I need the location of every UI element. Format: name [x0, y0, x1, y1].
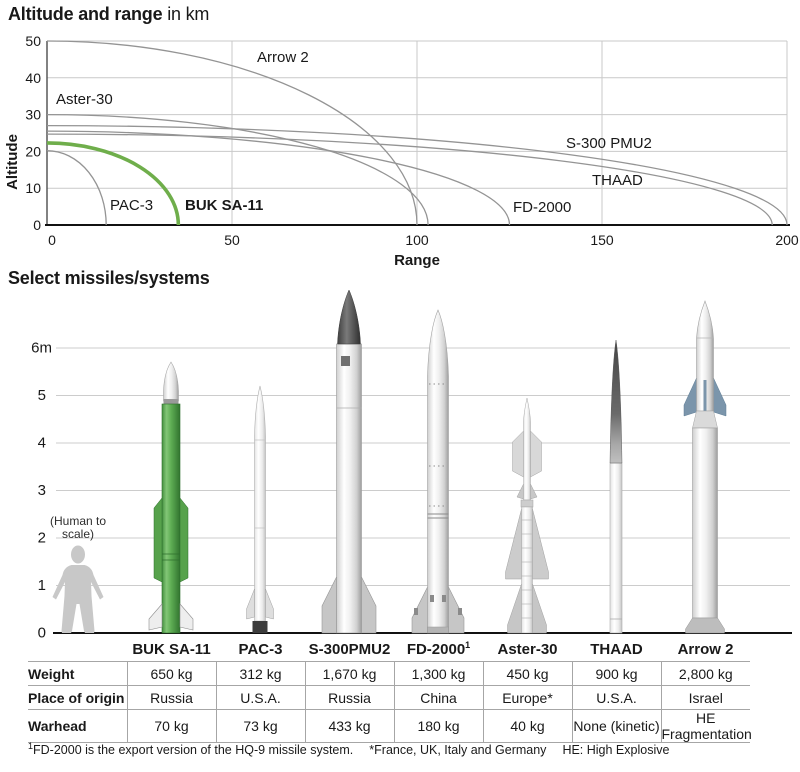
meter-scale-labels: 6m 5 4 3 2 1 0: [31, 340, 52, 642]
curve-label-fd-2000: FD-2000: [513, 199, 571, 216]
missile-name-header: PAC-3: [216, 637, 305, 662]
footnote: 1FD-2000 is the export version of the HQ…: [28, 741, 669, 757]
footnote-text-3: HE: High Explosive: [562, 743, 670, 758]
xtick-150: 150: [590, 232, 614, 248]
missile-aster-30: [505, 397, 549, 634]
spec-row-origin: Place of origin Russia U.S.A. Russia China Eu…: [28, 685, 750, 710]
missile-s-300pmu2: [321, 289, 377, 634]
ytick-20: 20: [25, 143, 41, 159]
missile-name-header: FD-20001: [394, 637, 483, 662]
footnote-sup: 1: [28, 741, 34, 751]
missile-buk-sa-11: [148, 361, 194, 634]
scale-label-3: 3: [38, 482, 46, 499]
missile-thaad: [609, 339, 623, 634]
scale-label-6m: 6m: [31, 340, 52, 357]
spec-cell: 650 kg: [126, 661, 216, 686]
spec-cell: 433 kg: [304, 709, 394, 743]
spec-table-header: BUK SA-11 PAC-3 S-300PMU2 FD-20001 Aster-30 T…: [28, 637, 750, 662]
spec-row-weight: Weight 650 kg 312 kg 1,670 kg 1,300 kg 450 kg…: [28, 661, 750, 686]
footnote-text-1: FD-2000 is the export version of the HQ-…: [33, 743, 354, 758]
missiles-section-title: Select missiles/systems: [8, 268, 210, 288]
curve-aster-30: [46, 113, 429, 226]
row-label: Weight: [28, 661, 127, 686]
spec-cell: 2,800 kg: [660, 661, 750, 686]
curve-fd-2000: [46, 130, 511, 226]
missile-name-header: Arrow 2: [661, 637, 750, 662]
chart-title-bold: Altitude and range: [8, 4, 163, 24]
curve-thaad: [46, 133, 773, 226]
x-axis-title: Range: [394, 252, 440, 269]
chart-title-unit: in km: [162, 4, 210, 24]
spec-cell: U.S.A.: [215, 685, 305, 710]
spec-cell: 40 kg: [482, 709, 572, 743]
curve-label-buk-sa-11: BUK SA-11: [185, 197, 263, 214]
missile-name-header: BUK SA-11: [127, 637, 216, 662]
human-head: [71, 545, 85, 564]
spec-row-warhead: Warhead 70 kg 73 kg 433 kg 180 kg 40 kg None (…: [28, 709, 752, 743]
missile-name-header: THAAD: [572, 637, 661, 662]
missile-size-comparison: 6m 5 4 3 2 1 0 (Human to scale): [31, 289, 792, 642]
spec-cell: 312 kg: [215, 661, 305, 686]
scale-label-2: 2: [38, 530, 46, 547]
ytick-0: 0: [33, 217, 41, 233]
spec-cell: 450 kg: [482, 661, 572, 686]
missile-name-header: Aster-30: [483, 637, 572, 662]
curve-arrow-2: [46, 40, 418, 226]
altitude-range-chart: Arrow 2 Aster-30 S-300 PMU2 FD-2000 THAAD BUK…: [4, 33, 799, 269]
xtick-100: 100: [405, 232, 429, 248]
scale-label-4: 4: [38, 435, 46, 452]
xtick-200: 200: [775, 232, 799, 248]
spec-cell: U.S.A.: [571, 685, 661, 710]
footnote-text-2: *France, UK, Italy and Germany: [369, 743, 547, 758]
human-note-line1: (Human to: [50, 514, 106, 528]
human-figure: (Human to scale): [50, 514, 106, 633]
ytick-30: 30: [25, 107, 41, 123]
row-label: Warhead: [28, 709, 127, 743]
curve-label-s-300-pmu2: S-300 PMU2: [566, 135, 652, 152]
missile-name-header: S-300PMU2: [305, 637, 394, 662]
table-corner-cell: [28, 637, 127, 662]
scale-label-5: 5: [38, 387, 46, 404]
ytick-40: 40: [25, 70, 41, 86]
missile-spec-table: BUK SA-11 PAC-3 S-300PMU2 FD-20001 Aster-30 T…: [28, 637, 752, 743]
y-axis-title: Altitude: [4, 134, 21, 190]
missile-pac-3: [246, 385, 274, 633]
row-label: Place of origin: [28, 685, 127, 710]
ytick-10: 10: [25, 180, 41, 196]
scale-label-0: 0: [38, 625, 46, 642]
curve-s-300-pmu2: [46, 124, 788, 226]
spec-cell: HE Fragmentation: [660, 709, 752, 743]
human-body: [52, 565, 104, 633]
spec-cell: Israel: [660, 685, 750, 710]
xtick-50: 50: [224, 232, 240, 248]
ytick-50: 50: [25, 33, 41, 49]
spec-cell: China: [393, 685, 483, 710]
scale-label-1: 1: [38, 577, 46, 594]
spec-cell: Russia: [126, 685, 216, 710]
curve-label-pac-3: PAC-3: [110, 197, 153, 214]
spec-table-body: Weight 650 kg 312 kg 1,670 kg 1,300 kg 450 kg…: [28, 661, 752, 743]
spec-cell: 70 kg: [126, 709, 216, 743]
curve-pac-3: [46, 150, 107, 226]
missile-name-row: BUK SA-11 PAC-3 S-300PMU2 FD-20001 Aster-30 T…: [28, 637, 750, 662]
curve-label-thaad: THAAD: [592, 172, 643, 189]
spec-cell: Europe*: [482, 685, 572, 710]
spec-cell: 1,300 kg: [393, 661, 483, 686]
spec-cell: 900 kg: [571, 661, 661, 686]
spec-cell: 1,670 kg: [304, 661, 394, 686]
curve-label-aster-30: Aster-30: [56, 91, 113, 108]
spec-cell: 73 kg: [215, 709, 305, 743]
human-note-line2: scale): [62, 527, 94, 541]
xtick-0: 0: [48, 232, 56, 248]
curve-label-arrow-2: Arrow 2: [257, 49, 309, 66]
missile-arrow-2: [683, 300, 727, 634]
chart-title: Altitude and range in km: [8, 4, 209, 25]
missile-fd-2000: [411, 309, 465, 634]
spec-cell: Russia: [304, 685, 394, 710]
spec-cell: 180 kg: [393, 709, 483, 743]
spec-cell: None (kinetic): [571, 709, 661, 743]
curve-buk-sa-11: [46, 141, 181, 226]
